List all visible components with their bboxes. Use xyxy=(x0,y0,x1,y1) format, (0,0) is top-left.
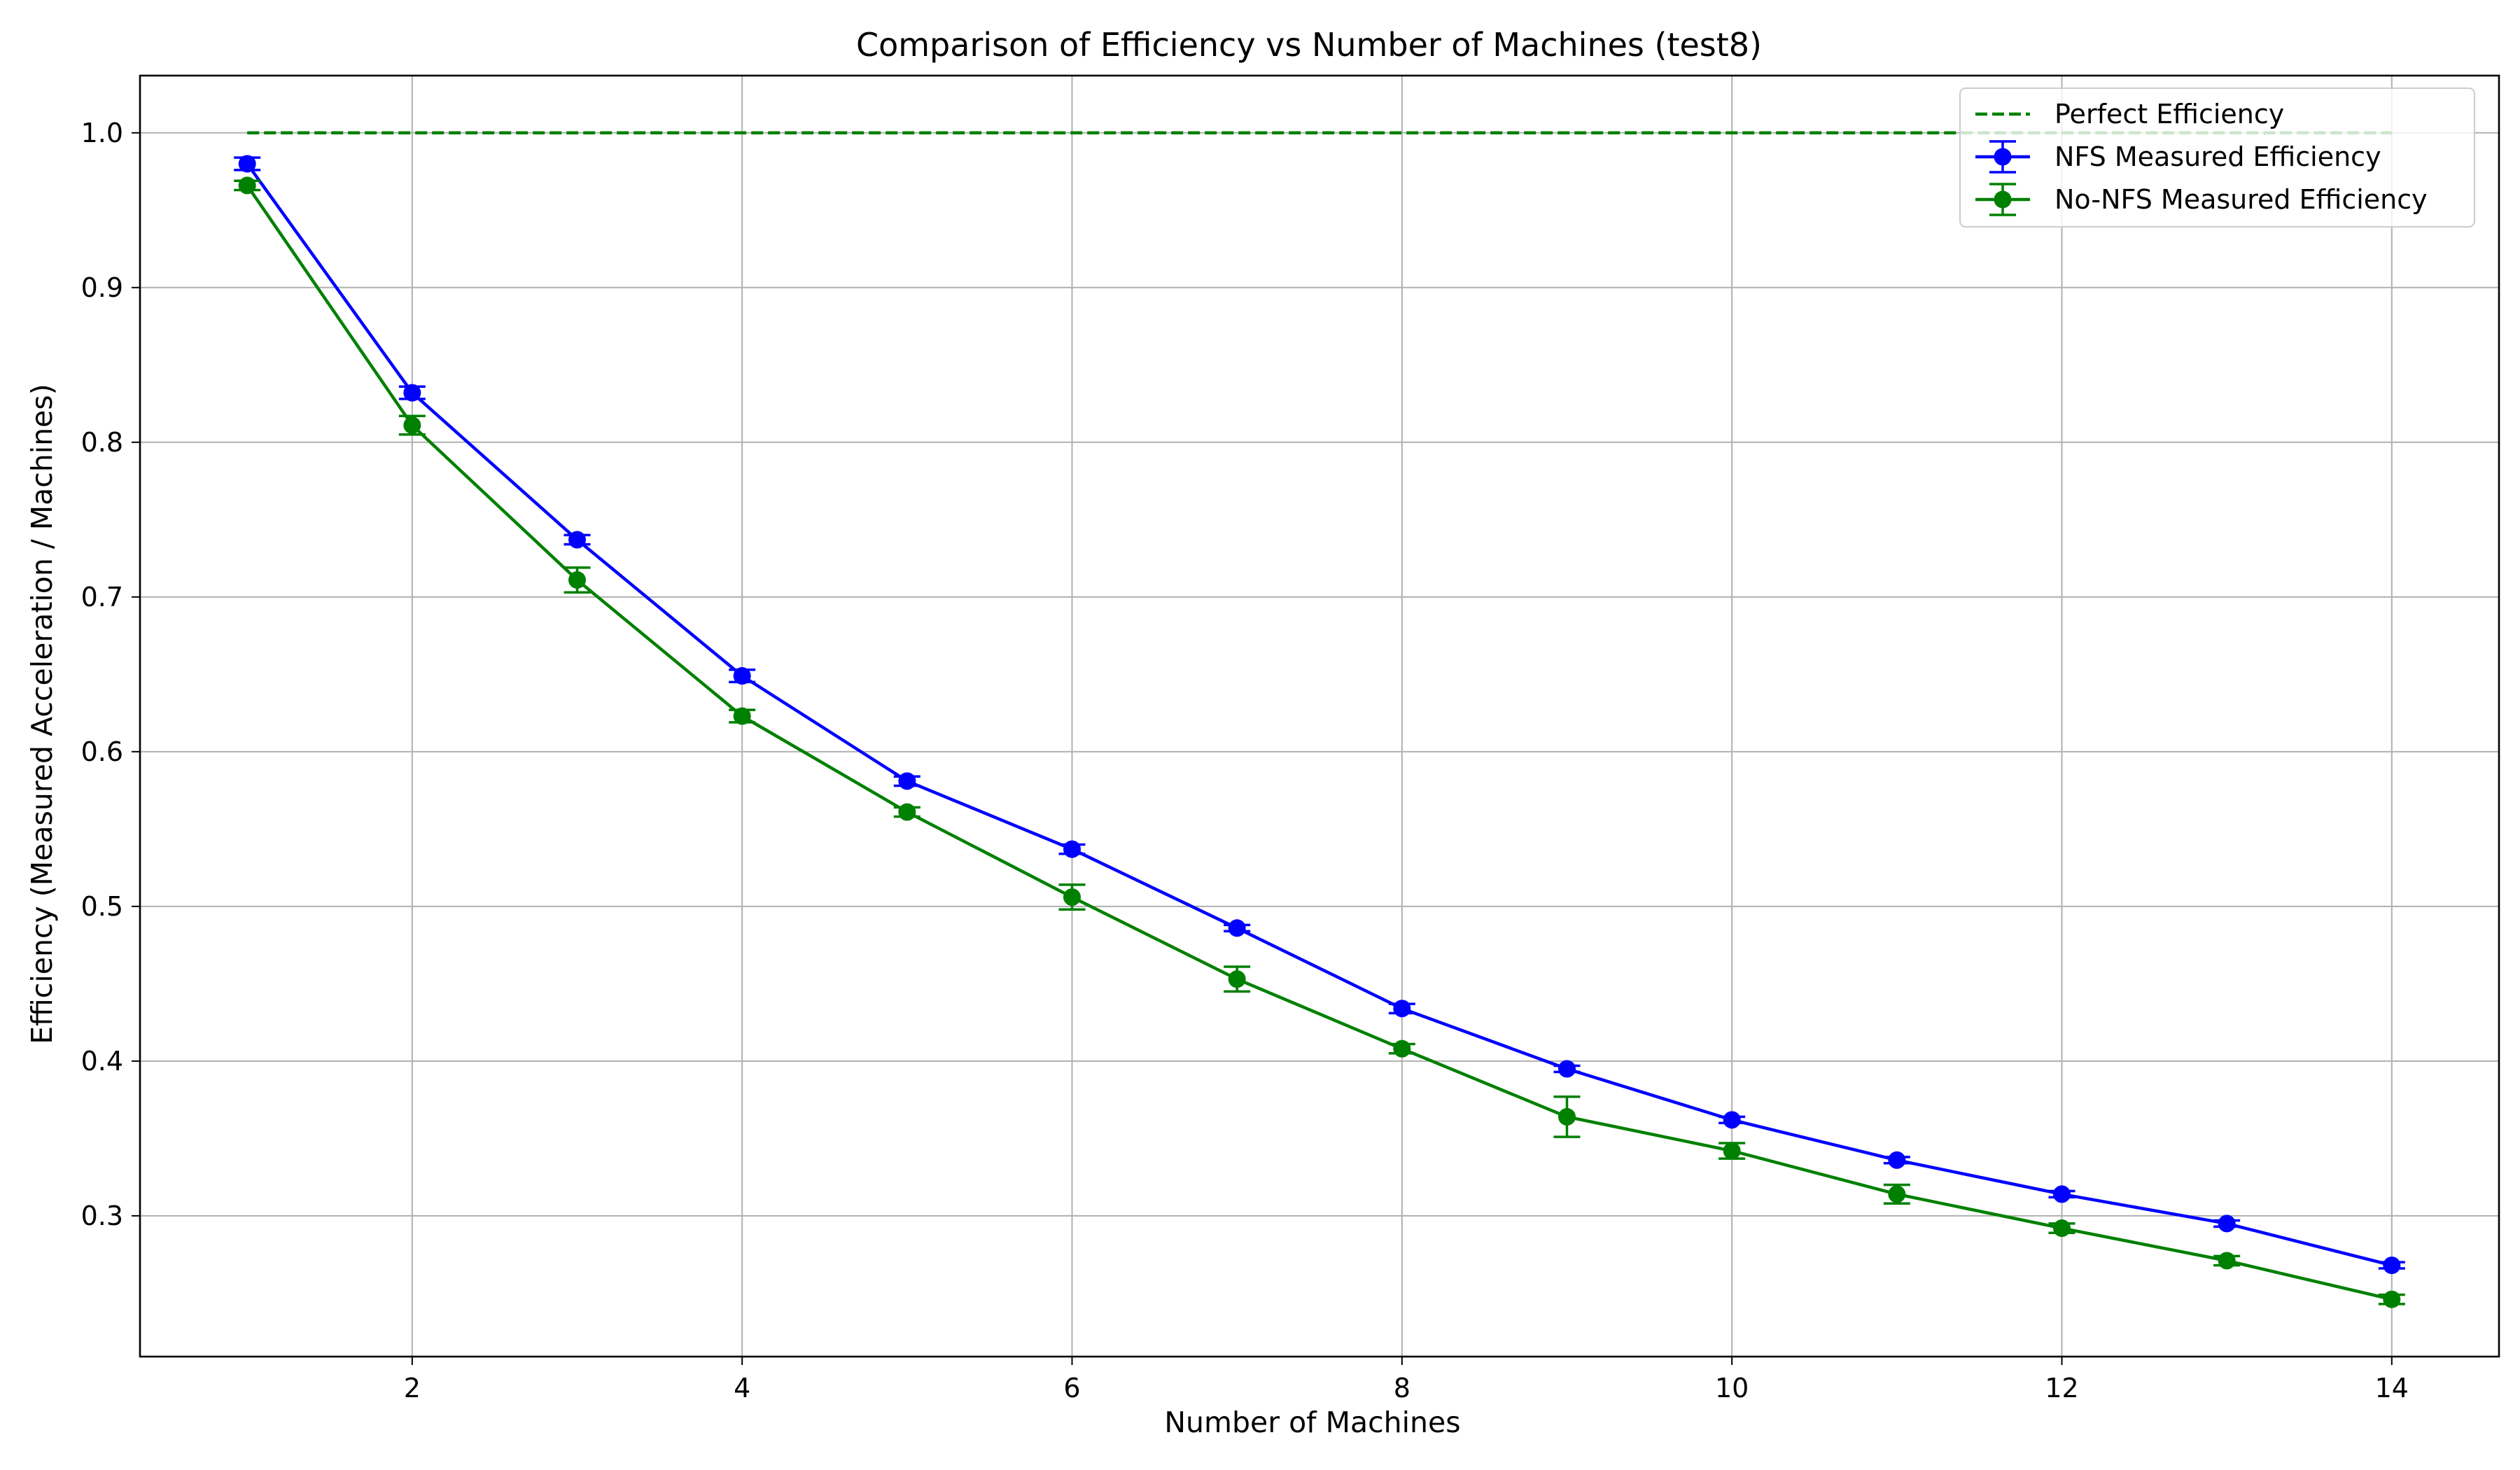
y-axis-label: Efficiency (Measured Acceleration / Mach… xyxy=(25,384,59,1044)
data-point xyxy=(1558,1107,1576,1126)
series-2 xyxy=(234,176,2405,1308)
chart-title: Comparison of Efficiency vs Number of Ma… xyxy=(856,26,1762,64)
data-point xyxy=(238,176,256,195)
legend-label: No-NFS Measured Efficiency xyxy=(2054,184,2428,215)
legend-label: NFS Measured Efficiency xyxy=(2054,141,2381,172)
x-tick-label: 4 xyxy=(734,1373,750,1404)
x-tick-label: 14 xyxy=(2375,1373,2409,1404)
data-point xyxy=(2383,1256,2401,1275)
y-tick-label: 0.7 xyxy=(81,582,123,612)
y-tick-label: 0.5 xyxy=(81,891,123,922)
data-point xyxy=(403,384,421,402)
data-point xyxy=(1558,1060,1576,1078)
y-tick-label: 0.9 xyxy=(81,272,123,303)
grid xyxy=(140,76,2499,1357)
legend-box xyxy=(1959,88,2475,227)
data-point xyxy=(2218,1252,2236,1270)
x-tick-label: 12 xyxy=(2045,1373,2078,1404)
data-point xyxy=(568,571,587,589)
legend-marker-swatch xyxy=(1994,148,2012,166)
data-point xyxy=(238,155,256,173)
data-point xyxy=(1723,1142,1741,1160)
x-tick-label: 8 xyxy=(1394,1373,1410,1404)
data-point xyxy=(1228,970,1246,988)
data-point xyxy=(2052,1185,2071,1203)
data-point xyxy=(1888,1151,1906,1169)
series-1 xyxy=(234,155,2405,1275)
legend-label: Perfect Efficiency xyxy=(2054,99,2284,130)
x-axis-label: Number of Machines xyxy=(1164,1406,1460,1439)
y-tick-label: 1.0 xyxy=(81,118,123,148)
data-point xyxy=(898,803,916,821)
x-tick-label: 10 xyxy=(1715,1373,1749,1404)
data-point xyxy=(733,707,751,725)
series-line xyxy=(246,162,2393,1267)
data-point xyxy=(1393,1000,1411,1018)
x-tick-label: 2 xyxy=(404,1373,421,1404)
data-point xyxy=(568,531,587,549)
series-line xyxy=(246,184,2393,1301)
plot-area-frame xyxy=(139,74,2500,1358)
data-point xyxy=(898,772,916,790)
data-point xyxy=(1723,1111,1741,1129)
legend-marker-swatch xyxy=(1994,190,2012,209)
data-point xyxy=(1063,888,1082,906)
data-point xyxy=(733,667,751,685)
y-tick-label: 0.3 xyxy=(81,1200,123,1231)
data-point xyxy=(403,416,421,434)
legend-entry-1: NFS Measured Efficiency xyxy=(1975,140,2381,174)
x-tick-label: 6 xyxy=(1063,1373,1080,1404)
y-tick-label: 0.4 xyxy=(81,1046,123,1077)
data-point xyxy=(2218,1214,2236,1233)
legend: Perfect Efficiency NFS Measured Efficienc… xyxy=(1959,88,2475,227)
data-point xyxy=(1228,919,1246,937)
legend-entry-2: No-NFS Measured Efficiency xyxy=(1975,183,2428,216)
data-point xyxy=(2052,1219,2071,1238)
y-tick-label: 0.8 xyxy=(81,427,123,458)
data-point xyxy=(1063,840,1082,858)
ticks: 2 4 6 8 10 12 14 0.3 0.4 0.5 0.6 0.7 0.8 0.9 1.0 xyxy=(81,118,2409,1404)
series-layer xyxy=(234,131,2405,1308)
legend-entry-0: Perfect Efficiency xyxy=(1975,99,2284,130)
data-point xyxy=(1888,1185,1906,1203)
y-tick-label: 0.6 xyxy=(81,736,123,767)
data-point xyxy=(2383,1290,2401,1308)
data-point xyxy=(1393,1040,1411,1058)
